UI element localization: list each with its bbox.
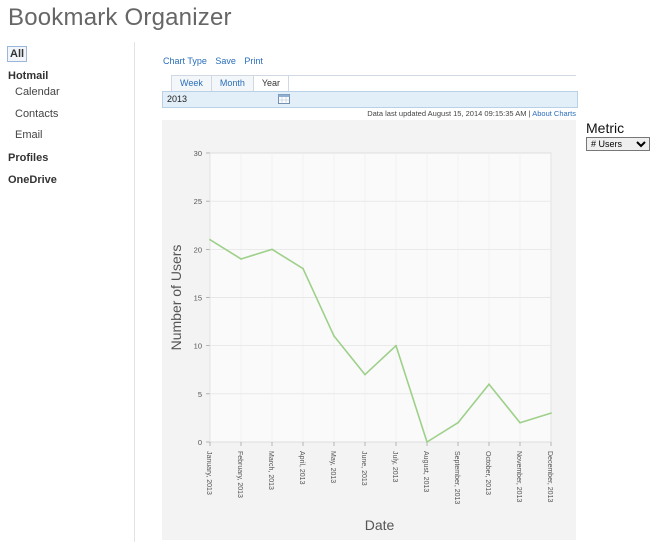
y-tick-label: 0 <box>198 438 202 447</box>
print-link[interactable]: Print <box>244 56 263 66</box>
data-point <box>271 248 273 251</box>
period-value: 2013 <box>167 94 188 104</box>
sidebar-item-profiles[interactable]: Profiles <box>8 152 49 164</box>
app-title: Bookmark Organizer <box>8 4 232 31</box>
x-tick-label: March, 2013 <box>267 451 274 490</box>
last-updated-text: Data last updated August 15, 2014 09:15:… <box>367 109 531 118</box>
x-tick-label: May, 2013 <box>329 451 336 483</box>
sidebar-item-onedrive[interactable]: OneDrive <box>8 174 57 186</box>
metric-label: Metric <box>586 120 625 136</box>
y-tick-label: 10 <box>194 342 202 351</box>
about-charts-link[interactable]: About Charts <box>532 109 576 118</box>
data-point <box>519 421 521 424</box>
data-point <box>302 267 304 270</box>
sidebar-item-contacts[interactable]: Contacts <box>15 108 59 120</box>
sidebar: All Hotmail Calendar Contacts Email Prof… <box>0 42 135 542</box>
tab-week[interactable]: Week <box>171 75 212 92</box>
y-tick-label: 20 <box>194 245 202 254</box>
data-point <box>240 258 242 260</box>
data-point <box>209 238 211 241</box>
x-axis-title: Date <box>365 517 395 533</box>
data-point <box>488 383 490 386</box>
y-tick-label: 15 <box>194 294 202 303</box>
y-tick-label: 25 <box>194 197 202 206</box>
chart-type-link[interactable]: Chart Type <box>163 56 207 66</box>
save-link[interactable]: Save <box>215 56 236 66</box>
data-point <box>457 421 459 424</box>
y-axis-title: Number of Users <box>168 245 184 351</box>
period-tabs: Week Month Year <box>171 75 290 92</box>
last-updated: Data last updated August 15, 2014 09:15:… <box>367 109 576 118</box>
data-point <box>364 373 366 376</box>
x-tick-label: October, 2013 <box>484 451 491 495</box>
sidebar-item-calendar[interactable]: Calendar <box>15 86 60 98</box>
metric-select[interactable]: # Users <box>586 137 650 151</box>
x-tick-label: April, 2013 <box>298 451 305 485</box>
x-tick-label: September, 2013 <box>453 451 460 504</box>
sidebar-item-hotmail[interactable]: Hotmail <box>8 70 49 82</box>
data-point <box>333 335 335 337</box>
period-bar: 2013 <box>162 91 578 108</box>
tabs-divider <box>278 75 576 76</box>
x-tick-label: July, 2013 <box>391 451 398 482</box>
data-point <box>550 412 552 414</box>
x-tick-label: February, 2013 <box>236 451 243 498</box>
y-tick-label: 5 <box>198 390 202 399</box>
sidebar-item-all[interactable]: All <box>7 46 28 62</box>
tab-year[interactable]: Year <box>252 75 290 92</box>
calendar-icon[interactable] <box>278 94 290 104</box>
x-tick-label: December, 2013 <box>546 451 553 502</box>
data-point <box>395 344 397 347</box>
y-tick-label: 30 <box>194 149 202 158</box>
x-tick-label: January, 2013 <box>205 451 212 495</box>
chart-toolbar: Chart Type Save Print <box>163 56 269 66</box>
chart-panel: 0 5 10 15 20 25 30 January, 2013 February, 2013 M… <box>162 120 576 540</box>
data-point <box>426 441 428 443</box>
x-tick-label: November, 2013 <box>515 451 522 502</box>
tab-month[interactable]: Month <box>210 75 254 92</box>
users-line-chart: 0 5 10 15 20 25 30 January, 2013 February, 2013 M… <box>168 149 553 533</box>
x-tick-label: June, 2013 <box>360 451 367 486</box>
x-tick-label: August, 2013 <box>422 451 429 492</box>
sidebar-item-email[interactable]: Email <box>15 129 43 141</box>
series-line <box>209 239 552 443</box>
